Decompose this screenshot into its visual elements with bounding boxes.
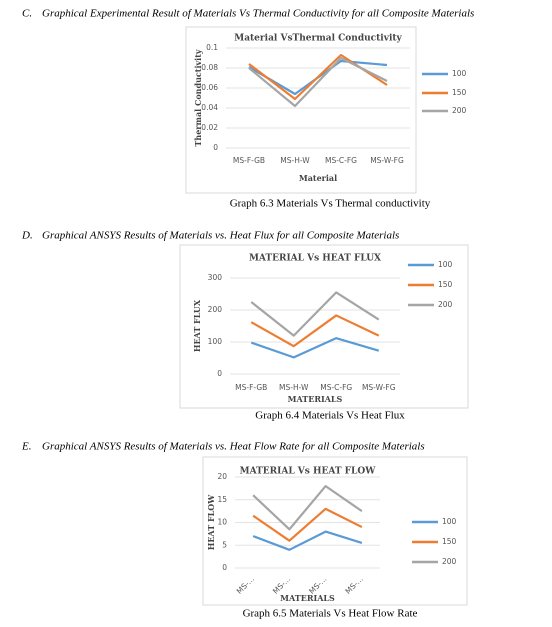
x-tick-label: MS-F-GB <box>233 156 265 165</box>
legend-label: 150 <box>442 537 457 546</box>
y-axis-label: Thermal Conductivity <box>193 49 203 146</box>
y-tick-label: 0 <box>222 563 227 572</box>
legend-label: 100 <box>438 260 453 269</box>
section-label: D. <box>21 230 33 242</box>
y-tick-label: 0.06 <box>201 83 218 92</box>
y-axis-label: HEAT FLUX <box>192 299 202 352</box>
series-line <box>248 56 388 108</box>
caption: Graph 6.3 Materials Vs Thermal conductiv… <box>230 198 431 210</box>
y-tick-label: 0 <box>213 143 218 152</box>
x-tick-label: MS-F-GB <box>235 383 267 392</box>
series-line <box>248 53 388 101</box>
x-tick-label: MS-C-FG <box>320 383 352 392</box>
chart-title: MATERIAL Vs HEAT FLUX <box>249 254 381 264</box>
series-line <box>252 485 363 531</box>
section-heading: Graphical ANSYS Results of Materials vs.… <box>42 230 399 242</box>
section-label: E. <box>21 441 31 453</box>
chart-frame <box>202 456 468 606</box>
y-tick-label: 0.1 <box>206 43 218 52</box>
x-tick-label: MS-... <box>343 574 364 595</box>
y-tick-label: 100 <box>208 337 223 346</box>
y-tick-label: 200 <box>208 305 223 314</box>
y-tick-label: 300 <box>208 273 223 282</box>
legend-label: 100 <box>442 517 457 526</box>
y-tick-label: 10 <box>217 518 227 527</box>
legend-label: 100 <box>452 69 467 78</box>
chart-title: MATERIAL Vs HEAT FLOW <box>240 467 377 477</box>
x-axis-label: MATERIALS <box>288 394 343 404</box>
section-label: C. <box>22 8 32 20</box>
series-line <box>252 507 363 542</box>
section-heading: Graphical Experimental Result of Materia… <box>42 8 474 20</box>
x-tick-label: MS-W-FG <box>362 383 396 392</box>
chart-frame <box>179 244 469 409</box>
x-tick-label: MS-... <box>235 574 256 595</box>
chart-frame <box>185 26 417 194</box>
series-line <box>250 291 380 337</box>
y-axis-label: HEAT FLOW <box>206 494 216 550</box>
legend-label: 200 <box>438 300 453 309</box>
y-tick-label: 5 <box>222 540 227 549</box>
x-axis-label: MATERIALS <box>280 593 335 603</box>
legend-label: 200 <box>452 106 467 115</box>
series-line <box>250 337 380 359</box>
legend-label: 150 <box>438 280 453 289</box>
chart-title: Material VsThermal Conductivity <box>234 34 402 44</box>
legend-label: 150 <box>452 88 467 97</box>
legend-label: 200 <box>442 557 457 566</box>
section-heading: Graphical ANSYS Results of Materials vs.… <box>42 441 425 453</box>
caption: Graph 6.5 Materials Vs Heat Flow Rate <box>243 608 418 620</box>
x-tick-label: MS-H-W <box>279 383 309 392</box>
y-tick-label: 20 <box>217 472 227 481</box>
series-line <box>252 530 363 551</box>
y-tick-label: 0.04 <box>201 103 218 112</box>
x-axis-label: Material <box>299 173 337 183</box>
x-tick-label: MS-W-FG <box>370 156 404 165</box>
y-tick-label: 0 <box>217 369 222 378</box>
y-tick-label: 0.02 <box>201 123 218 132</box>
caption: Graph 6.4 Materials Vs Heat Flux <box>255 410 405 422</box>
series-line <box>250 314 380 348</box>
y-tick-label: 0.08 <box>201 63 218 72</box>
x-tick-label: MS-C-FG <box>325 156 357 165</box>
y-tick-label: 15 <box>217 495 227 504</box>
x-tick-label: MS-H-W <box>280 156 310 165</box>
